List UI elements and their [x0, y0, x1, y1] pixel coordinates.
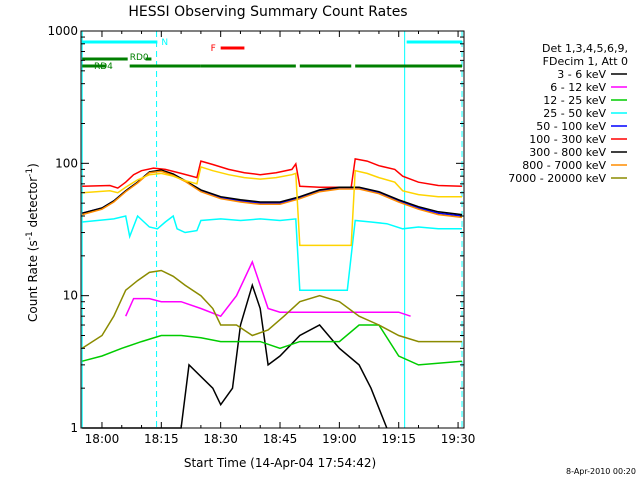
- x-tick-label: 19:00: [322, 432, 357, 446]
- legend-header: FDecim 1, Att 0: [543, 55, 628, 68]
- legend-label: 6 - 12 keV: [550, 81, 606, 94]
- y-axis-label: Count Rate (s-1 detector-1): [25, 163, 40, 322]
- series-line: [82, 165, 462, 247]
- x-axis: 18:00 18:15 18:30 18:45 19:00 19:15 19:30: [85, 31, 476, 446]
- x-tick-label: 19:15: [381, 432, 416, 446]
- legend: Det 1,3,4,5,6,9,FDecim 1, Att 03 - 6 keV…: [508, 42, 628, 185]
- y-tick-label: 10: [63, 289, 78, 303]
- series-layer: [81, 158, 463, 429]
- legend-label: 12 - 25 keV: [543, 94, 606, 107]
- series-line: [82, 158, 463, 189]
- y-tick-label: 1: [70, 421, 78, 435]
- series-line: [82, 214, 462, 291]
- legend-label: 300 - 800 keV: [529, 146, 606, 159]
- x-tick-label: 18:00: [85, 432, 120, 446]
- legend-label: 50 - 100 keV: [536, 120, 606, 133]
- legend-label: 3 - 6 keV: [557, 68, 606, 81]
- flag-label-f: F: [211, 44, 216, 54]
- series-line: [82, 282, 388, 429]
- legend-label: 7000 - 20000 keV: [508, 172, 606, 185]
- x-tick-label: 18:45: [263, 432, 298, 446]
- legend-label: 25 - 50 keV: [543, 107, 606, 120]
- footer-timestamp: 8-Apr-2010 00:20: [566, 467, 636, 476]
- legend-header: Det 1,3,4,5,6,9,: [542, 42, 628, 55]
- y-axis: 1 10 100 1000: [47, 24, 464, 435]
- x-tick-label: 19:30: [441, 432, 476, 446]
- y-tick-label: 1000: [47, 24, 78, 38]
- series-line: [82, 170, 463, 219]
- flag-label-rd4: RD4: [94, 62, 113, 72]
- legend-label: 800 - 7000 keV: [522, 159, 606, 172]
- series-line: [81, 269, 462, 349]
- flag-label-rd0: RD0: [130, 53, 149, 63]
- x-axis-label: Start Time (14-Apr-04 17:54:42): [184, 456, 376, 470]
- legend-label: 100 - 300 keV: [529, 133, 606, 146]
- time-markers: [81, 31, 463, 428]
- x-tick-label: 18:30: [203, 432, 238, 446]
- plot-frame: [80, 30, 465, 429]
- x-tick-label: 18:15: [144, 432, 179, 446]
- series-line: [125, 259, 411, 318]
- flag-label-n: N: [161, 38, 168, 48]
- chart-title: HESSI Observing Summary Count Rates: [128, 4, 407, 20]
- y-tick-label: 100: [55, 156, 78, 170]
- flag-bars: N F RD0 RD4: [82, 38, 463, 72]
